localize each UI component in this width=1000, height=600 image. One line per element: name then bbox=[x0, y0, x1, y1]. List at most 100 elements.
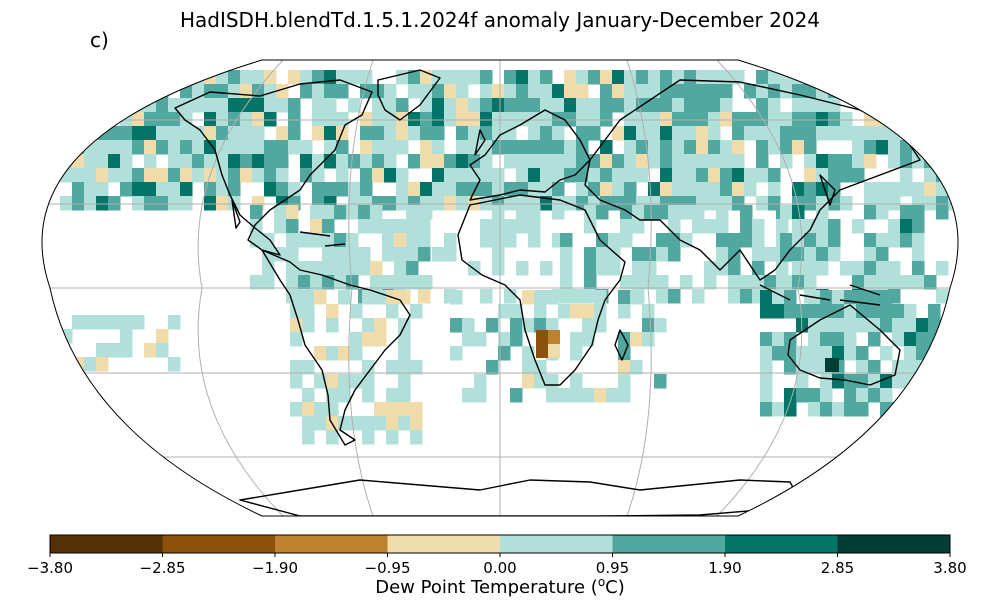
anomaly-cell bbox=[716, 247, 729, 262]
anomaly-cell bbox=[936, 168, 949, 183]
anomaly-cell bbox=[326, 430, 339, 445]
anomaly-cell bbox=[398, 360, 411, 375]
anomaly-cell bbox=[350, 332, 363, 347]
anomaly-cell bbox=[540, 84, 553, 99]
anomaly-cell bbox=[570, 332, 583, 347]
anomaly-cell bbox=[864, 84, 877, 99]
anomaly-cell bbox=[84, 112, 97, 127]
anomaly-cell bbox=[276, 154, 289, 169]
anomaly-cell bbox=[156, 98, 169, 113]
anomaly-cell bbox=[144, 168, 157, 183]
anomaly-cell bbox=[418, 219, 431, 234]
anomaly-cell bbox=[732, 126, 745, 141]
anomaly-cell bbox=[708, 70, 721, 85]
anomaly-cell bbox=[418, 289, 431, 304]
anomaly-cell bbox=[876, 140, 889, 155]
colorbar-segment bbox=[387, 535, 501, 553]
anomaly-cell bbox=[684, 98, 697, 113]
anomaly-cell bbox=[72, 70, 85, 85]
anomaly-cell bbox=[660, 98, 673, 113]
anomaly-cell bbox=[108, 84, 121, 99]
anomaly-cell bbox=[816, 154, 829, 169]
anomaly-cell bbox=[374, 290, 387, 305]
anomaly-cell bbox=[820, 346, 833, 361]
anomaly-cell bbox=[338, 290, 351, 305]
anomaly-cell bbox=[338, 388, 351, 403]
anomaly-cell bbox=[656, 233, 669, 248]
anomaly-cell bbox=[522, 360, 535, 375]
anomaly-cell bbox=[474, 332, 487, 347]
anomaly-cell bbox=[336, 182, 349, 197]
anomaly-cell bbox=[564, 196, 577, 211]
colorbar-segment bbox=[275, 535, 388, 553]
anomaly-cell bbox=[796, 304, 809, 319]
anomaly-cell bbox=[832, 346, 845, 361]
colorbar-tick-label: 2.85 bbox=[820, 559, 855, 577]
anomaly-cell bbox=[816, 261, 829, 276]
anomaly-cell bbox=[418, 233, 431, 248]
anomaly-cell bbox=[656, 205, 669, 220]
anomaly-cell bbox=[276, 126, 289, 141]
anomaly-cell bbox=[844, 402, 857, 417]
anomaly-cell bbox=[386, 304, 399, 319]
anomaly-cell bbox=[528, 140, 541, 155]
anomaly-cell bbox=[772, 332, 785, 347]
anomaly-cell bbox=[936, 140, 949, 155]
gridlines bbox=[41, 60, 959, 516]
anomaly-cell bbox=[756, 98, 769, 113]
anomaly-cell bbox=[756, 126, 769, 141]
anomaly-cell bbox=[584, 261, 597, 276]
anomaly-cell bbox=[144, 98, 157, 113]
anomaly-cell bbox=[612, 154, 625, 169]
anomaly-cell bbox=[912, 112, 925, 127]
anomaly-cell bbox=[764, 275, 777, 290]
anomaly-cell bbox=[474, 388, 487, 403]
anomaly-cell bbox=[924, 196, 937, 211]
anomaly-cell bbox=[832, 374, 845, 389]
anomaly-cell bbox=[240, 154, 253, 169]
anomaly-cell bbox=[588, 70, 601, 85]
anomaly-cell bbox=[516, 98, 529, 113]
anomaly-cell bbox=[808, 402, 821, 417]
anomaly-cell bbox=[696, 84, 709, 99]
anomaly-cell bbox=[192, 126, 205, 141]
anomaly-cell bbox=[492, 233, 505, 248]
anomaly-cell bbox=[300, 168, 313, 183]
anomaly-cell bbox=[312, 126, 325, 141]
anomaly-cell bbox=[720, 112, 733, 127]
anomaly-cell bbox=[844, 304, 857, 319]
anomaly-cell bbox=[334, 261, 347, 276]
anomaly-cell bbox=[596, 261, 609, 276]
anomaly-cell bbox=[374, 416, 387, 431]
anomaly-cell bbox=[548, 344, 560, 358]
anomaly-cell bbox=[534, 318, 547, 333]
anomaly-cell bbox=[492, 168, 505, 183]
anomaly-cell bbox=[432, 140, 445, 155]
anomaly-cell bbox=[792, 261, 805, 276]
anomaly-cell bbox=[768, 70, 781, 85]
anomaly-cell bbox=[740, 205, 753, 220]
anomaly-cell bbox=[618, 360, 631, 375]
anomaly-cell bbox=[596, 247, 609, 262]
anomaly-cell bbox=[326, 402, 339, 417]
anomaly-cell bbox=[534, 290, 547, 305]
anomaly-cell bbox=[264, 154, 277, 169]
anomaly-cell bbox=[310, 233, 323, 248]
anomaly-cell bbox=[516, 112, 529, 127]
anomaly-cell bbox=[96, 343, 109, 358]
anomaly-cell bbox=[504, 219, 517, 234]
anomaly-cell bbox=[708, 84, 721, 99]
colorbar-title-prefix: Dew Point Temperature ( bbox=[375, 577, 598, 598]
anomaly-cell bbox=[350, 304, 363, 319]
anomaly-cell bbox=[704, 261, 717, 276]
anomaly-cell bbox=[808, 304, 821, 319]
anomaly-cell bbox=[548, 330, 560, 344]
anomaly-cell bbox=[816, 205, 829, 220]
colorbar-segment bbox=[50, 535, 163, 553]
anomaly-cell bbox=[474, 374, 487, 389]
anomaly-cell bbox=[624, 182, 637, 197]
coastlines bbox=[174, 69, 921, 516]
anomaly-cell bbox=[904, 332, 917, 347]
anomaly-cell bbox=[216, 126, 229, 141]
anomaly-cell bbox=[310, 219, 323, 234]
